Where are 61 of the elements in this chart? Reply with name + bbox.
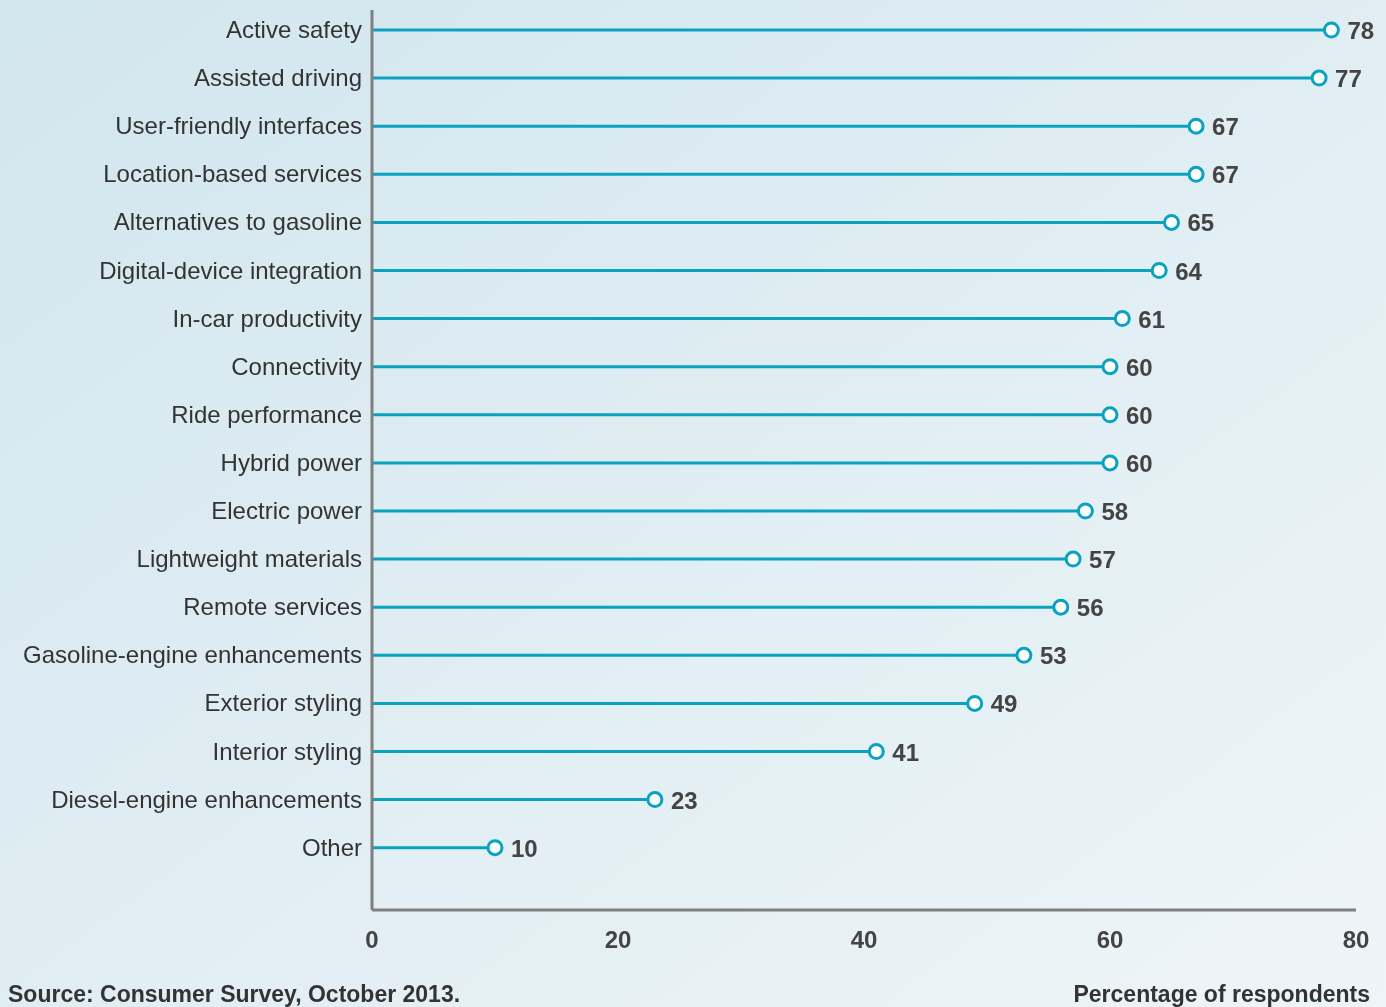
data-label: 60	[1126, 449, 1153, 477]
data-label: 67	[1212, 161, 1239, 189]
point	[1015, 646, 1033, 664]
y-tick-label: Gasoline-engine enhancements	[23, 641, 362, 669]
y-tick-label: Hybrid power	[220, 448, 362, 476]
data-label: 57	[1089, 546, 1116, 574]
x-tick-label: 40	[850, 926, 878, 953]
x-tick-label: 20	[604, 926, 632, 953]
point	[966, 694, 984, 712]
data-label: 23	[670, 786, 698, 814]
x-tick-label: 60	[1096, 926, 1124, 953]
x-tick-label: 0	[365, 926, 379, 953]
point	[1101, 454, 1119, 472]
point	[1187, 117, 1205, 135]
y-tick-label: In-car productivity	[172, 304, 362, 332]
data-label: 78	[1347, 17, 1375, 44]
data-label: 60	[1126, 401, 1153, 429]
point	[1101, 358, 1119, 376]
data-label: 65	[1187, 209, 1215, 237]
x-axis-title: Percentage of respondents	[1073, 981, 1370, 1007]
point	[1163, 213, 1180, 231]
data-label: 67	[1212, 113, 1239, 141]
point	[1310, 69, 1328, 87]
point	[646, 791, 664, 809]
y-tick-label: Location-based services	[103, 160, 362, 188]
y-tick-label: Alternatives to gasoline	[113, 208, 362, 236]
x-tick-label: 80	[1342, 926, 1370, 953]
data-label: 41	[892, 738, 919, 766]
y-tick-label: Connectivity	[231, 352, 362, 380]
data-label: 10	[511, 834, 538, 862]
data-label: 49	[990, 690, 1018, 718]
data-label: 53	[1039, 642, 1067, 670]
point	[1064, 550, 1082, 568]
data-label: 64	[1175, 257, 1203, 285]
y-tick-label: Remote services	[183, 593, 362, 621]
y-tick-label: Other	[301, 833, 362, 861]
data-label: 61	[1138, 305, 1165, 333]
data-label: 56	[1076, 594, 1104, 622]
y-tick-label: Diesel-engine enhancements	[51, 785, 362, 813]
data-label: 77	[1335, 65, 1362, 93]
y-tick-label: Electric power	[211, 497, 362, 524]
y-tick-label: Interior styling	[212, 737, 362, 765]
point	[1150, 262, 1168, 279]
y-tick-label: User-friendly interfaces	[115, 112, 362, 140]
source-note: Source: Consumer Survey, October 2013.	[8, 981, 461, 1007]
point	[1113, 310, 1131, 328]
data-label: 58	[1101, 498, 1129, 525]
point	[486, 839, 504, 857]
y-tick-label: Assisted driving	[193, 64, 362, 92]
data-label: 60	[1126, 353, 1153, 381]
y-tick-label: Exterior styling	[204, 689, 362, 717]
point	[1187, 165, 1205, 183]
point	[1322, 21, 1340, 39]
point	[1101, 406, 1119, 424]
point	[1076, 502, 1094, 520]
point	[867, 743, 885, 760]
y-tick-label: Active safety	[225, 16, 362, 43]
y-tick-label: Ride performance	[171, 400, 362, 428]
y-tick-label: Lightweight materials	[136, 545, 362, 573]
y-tick-label: Digital-device integration	[99, 256, 362, 284]
point	[1052, 598, 1070, 616]
